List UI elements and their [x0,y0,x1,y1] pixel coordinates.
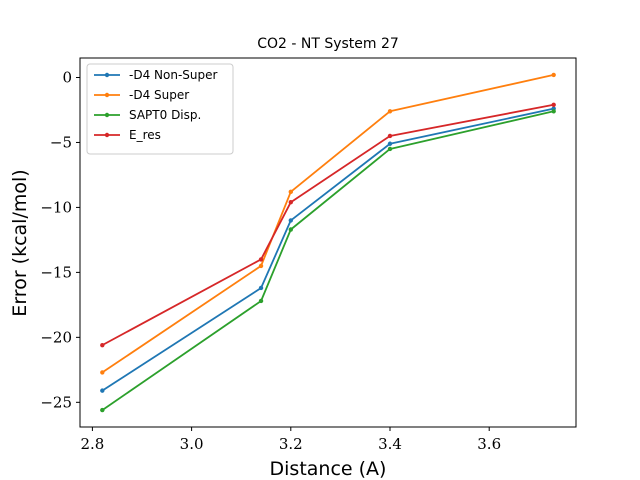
series-2 [100,109,556,413]
data-point [387,141,393,146]
legend-item: -D4 Super [94,88,189,102]
x-tick-label: 3.0 [180,435,204,453]
legend-marker [104,132,110,138]
legend-label: E_res [129,128,161,142]
x-axis-ticks: 2.8 3.0 3.2 3.4 3.6 [80,427,501,453]
data-point [288,189,293,195]
data-point [100,342,105,348]
legend-item: SAPT0 Disp. [94,108,201,122]
data-point [288,227,293,232]
legend-box [86,63,234,155]
x-tick-label: 3.4 [378,435,402,453]
data-point [258,257,264,262]
x-axis-title: Distance (A) [270,458,387,480]
data-point [387,146,393,152]
data-point [100,388,105,393]
y-axis-title: Error (kcal/mol) [9,169,31,316]
legend-label: SAPT0 Disp. [129,108,201,122]
legend-item: -D4 Non-Super [94,68,217,82]
data-point [100,407,105,413]
y-tick-label: −15 [40,263,72,281]
legend-marker [104,112,110,118]
data-point [288,218,293,223]
y-tick-label: −5 [50,133,72,151]
data-point [258,298,264,304]
x-tick-label: 3.2 [279,435,303,453]
series-1 [100,72,556,375]
data-point [100,370,105,375]
data-point [551,102,556,107]
x-tick-label: 3.6 [477,435,501,453]
series-layer [100,72,556,413]
data-point [387,109,393,114]
legend-marker [104,72,110,78]
legend-label: -D4 Non-Super [129,68,217,82]
data-point [387,133,393,139]
data-point [258,263,264,269]
y-tick-label: −25 [40,393,72,411]
legend-label: -D4 Super [129,88,189,102]
series-line [101,110,554,411]
series-0 [100,106,556,393]
y-tick-label: −20 [40,328,72,346]
y-tick-label: −10 [40,198,72,216]
chart-title: CO2 - NT System 27 [257,36,399,52]
x-tick-label: 2.8 [80,435,104,453]
data-point [288,200,293,205]
y-axis-ticks: 0 −5 −10 −15 −20 −25 [40,68,80,411]
legend-item: E_res [94,128,161,142]
legend: -D4 Non-Super -D4 Super SAPT0 Disp. E_res [86,63,234,155]
plot-frame [79,57,577,428]
data-point [551,109,556,114]
data-point [258,285,264,291]
y-tick-label: 0 [62,68,72,86]
legend-marker [104,92,110,98]
data-point [551,72,556,78]
series-3 [100,102,556,348]
